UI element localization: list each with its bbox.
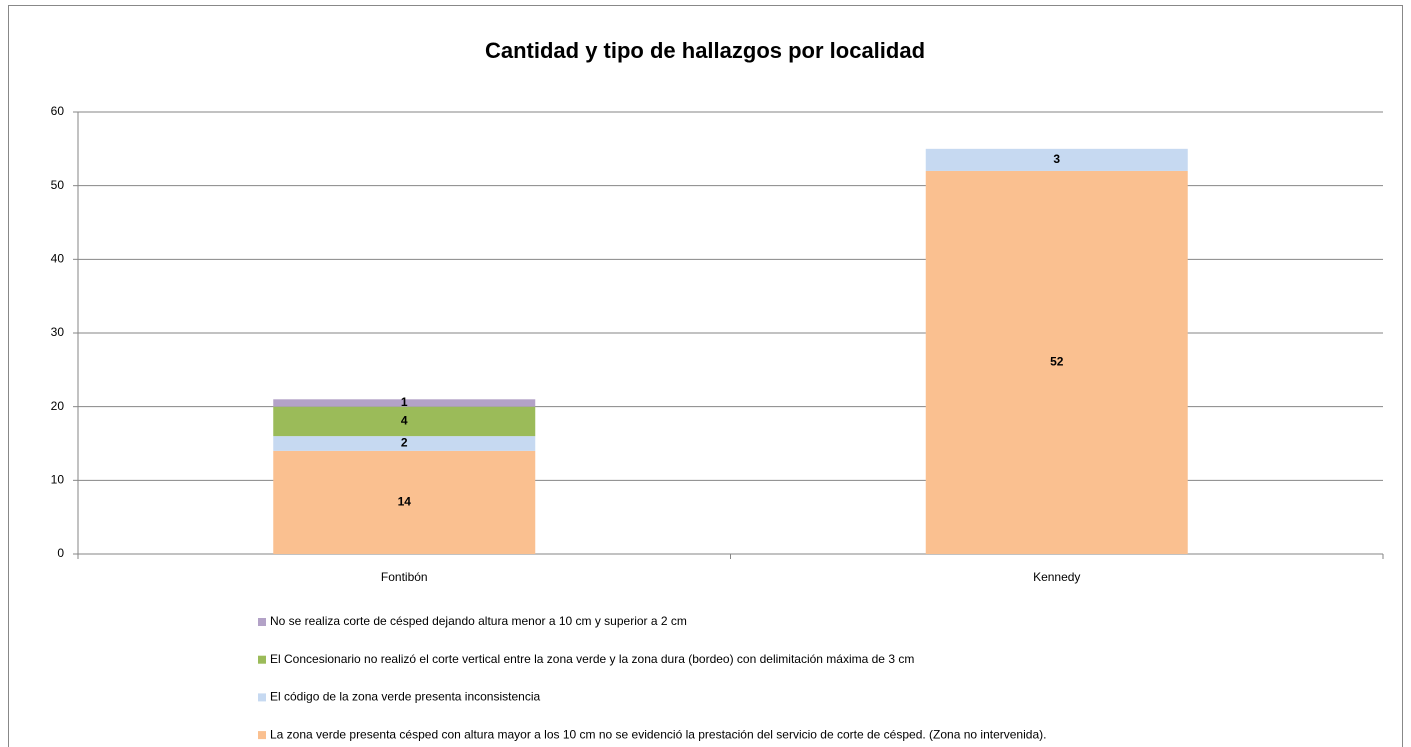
bar-segment bbox=[925, 148, 1188, 171]
data-label: 1 bbox=[401, 395, 408, 409]
y-tick-label: 30 bbox=[51, 325, 65, 339]
data-label: 2 bbox=[401, 436, 408, 450]
y-tick-label: 0 bbox=[57, 546, 64, 560]
y-tick-label: 10 bbox=[51, 473, 65, 487]
x-tick-label: Kennedy bbox=[1033, 570, 1080, 584]
bar-segment bbox=[273, 399, 536, 407]
y-tick-label: 40 bbox=[51, 252, 65, 266]
data-label: 4 bbox=[401, 414, 408, 428]
y-tick-label: 20 bbox=[51, 399, 65, 413]
bar-segment bbox=[273, 406, 536, 437]
legend-swatch bbox=[258, 618, 266, 626]
bar-segment bbox=[925, 170, 1188, 554]
legend-label: La zona verde presenta césped con altura… bbox=[270, 727, 1046, 741]
data-label: 52 bbox=[1050, 355, 1064, 369]
legend-swatch bbox=[258, 731, 266, 740]
chart-frame bbox=[8, 5, 1403, 747]
chart-title: Cantidad y tipo de hallazgos por localid… bbox=[485, 38, 925, 63]
legend-label: El código de la zona verde presenta inco… bbox=[270, 690, 540, 704]
legend-swatch bbox=[258, 655, 266, 664]
y-tick-label: 50 bbox=[51, 178, 65, 192]
bar-segment bbox=[273, 436, 536, 451]
y-tick-label: 60 bbox=[51, 104, 65, 118]
x-tick-label: Fontibón bbox=[381, 570, 428, 584]
legend-swatch bbox=[258, 693, 266, 702]
legend-label: No se realiza corte de césped dejando al… bbox=[270, 614, 687, 628]
bar-segment bbox=[273, 450, 536, 554]
data-label: 3 bbox=[1053, 152, 1060, 166]
legend-label: El Concesionario no realizó el corte ver… bbox=[270, 652, 914, 666]
data-label: 14 bbox=[398, 495, 412, 509]
